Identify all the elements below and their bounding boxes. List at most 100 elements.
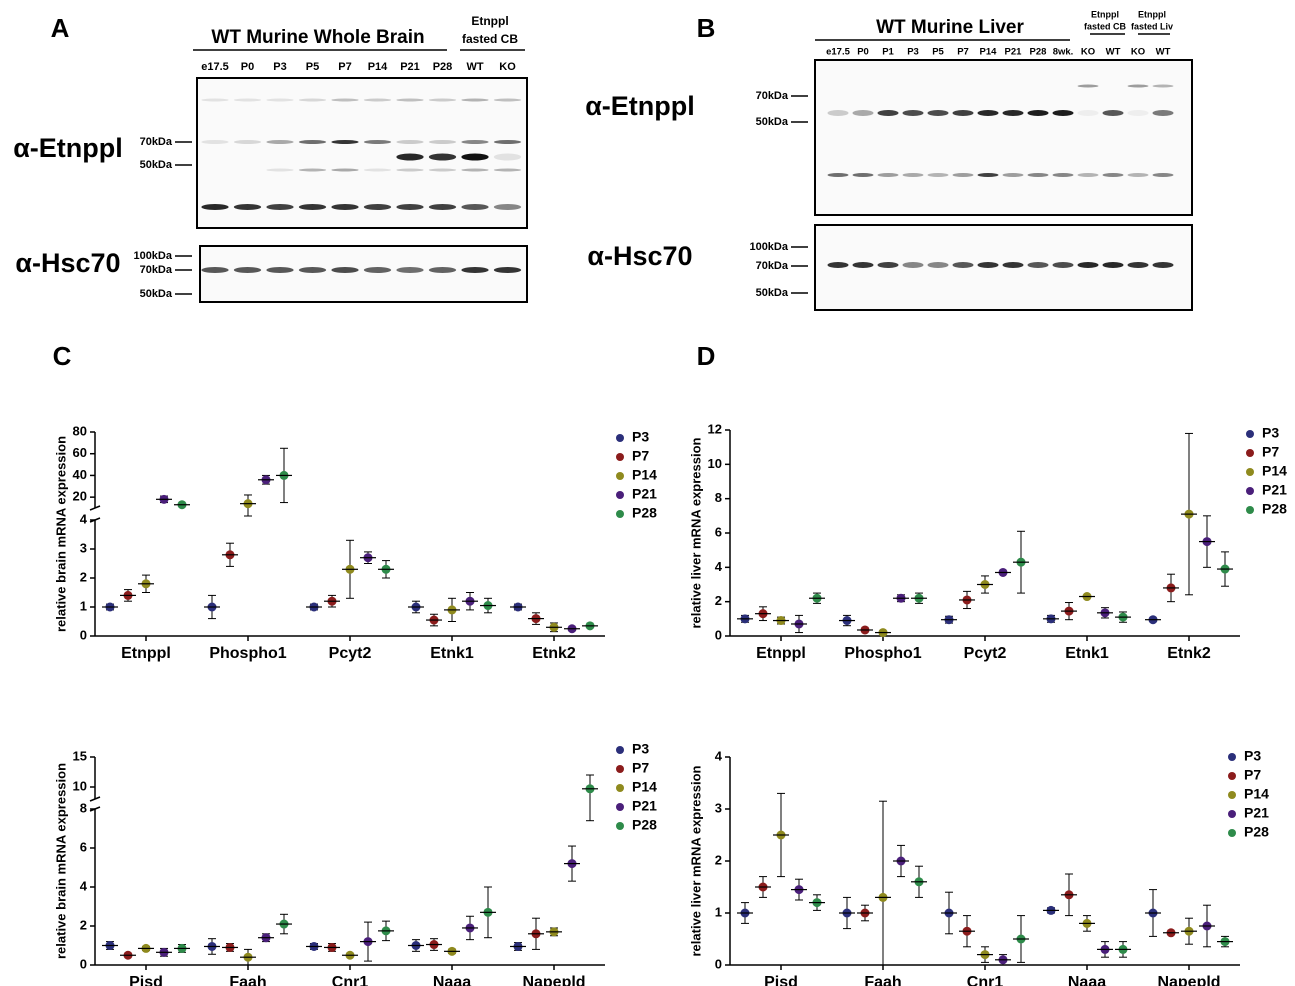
legend-label: P28 [632, 817, 657, 833]
control-label: fasted CB [462, 32, 518, 46]
x-tick-label: Naaa [433, 974, 471, 986]
legend-swatch [616, 765, 624, 773]
blot-band [461, 98, 489, 102]
blot-band [1077, 173, 1099, 177]
legend-label: P28 [1244, 824, 1269, 840]
blot-band [902, 262, 924, 268]
legend-swatch [616, 491, 624, 499]
lane-label: P7 [957, 47, 969, 58]
blot-band [461, 267, 489, 273]
y-tick-label: 8 [715, 490, 722, 505]
legend-label: P21 [632, 486, 657, 502]
x-tick-label: Cnr1 [332, 974, 369, 986]
y-tick-label: 3 [715, 800, 722, 815]
blot-band [428, 168, 457, 172]
y-axis-label: relative brain mRNA expression [53, 436, 68, 632]
legend-swatch [616, 784, 624, 792]
x-tick-label: Pisd [764, 974, 798, 986]
x-tick-label: Etnk2 [1167, 645, 1211, 662]
blot-band [331, 168, 359, 172]
marker-label: 70kDa [756, 260, 789, 272]
panel-letter: D [697, 341, 716, 371]
x-tick-label: Phospho1 [844, 645, 921, 662]
legend-label: P21 [1262, 482, 1287, 498]
y-tick-label: 40 [73, 467, 87, 482]
blot-band [331, 204, 359, 210]
marker-label: 70kDa [756, 90, 789, 102]
blot-band [1002, 110, 1024, 116]
lane-label: P14 [368, 61, 388, 73]
blot-band [1077, 84, 1099, 88]
marker-label: 70kDa [140, 136, 173, 148]
blot-membrane [199, 245, 528, 303]
blot-band [298, 204, 327, 210]
legend-label: P14 [632, 779, 657, 795]
blot-band [1152, 173, 1174, 177]
y-tick-label: 12 [708, 421, 722, 436]
blot-band [927, 173, 949, 177]
legend-label: P3 [1244, 748, 1261, 764]
axis-break [89, 796, 101, 802]
blot-band [827, 262, 849, 268]
x-tick-label: Etnppl [121, 645, 171, 662]
blot-band [877, 173, 899, 177]
blot-band [396, 204, 424, 210]
lane-label: e17.5 [201, 61, 229, 73]
blot-band [233, 267, 262, 273]
y-tick-label: 4 [80, 511, 88, 526]
y-tick-label: 4 [80, 878, 88, 893]
blot-band [363, 168, 392, 172]
y-tick-label: 0 [80, 956, 87, 971]
control-label: Etnppl [1091, 9, 1119, 19]
blot-band [1102, 173, 1124, 177]
blot-band [331, 267, 359, 273]
x-tick-label: Cnr1 [967, 974, 1004, 986]
blot-membrane [814, 224, 1193, 311]
lane-label: 8wk. [1053, 47, 1074, 58]
x-tick-label: Napepld [1157, 974, 1220, 986]
blot-band [428, 204, 457, 210]
lane-label: P14 [980, 47, 998, 58]
legend-label: P21 [1244, 805, 1269, 821]
blot-band [1052, 110, 1074, 116]
blot-band [461, 204, 489, 210]
blot-band [927, 262, 949, 268]
blot-band [266, 267, 294, 273]
y-tick-label: 6 [80, 839, 87, 854]
legend-label: P7 [632, 448, 649, 464]
blot-band [201, 140, 229, 144]
x-tick-label: Pcyt2 [329, 645, 372, 662]
blot-band [1027, 173, 1049, 177]
blot-band [977, 110, 999, 116]
legend-swatch [616, 434, 624, 442]
legend-swatch [1228, 810, 1236, 818]
antibody-label: α-Hsc70 [587, 241, 692, 271]
lane-label: P21 [400, 61, 420, 73]
blot-band [396, 98, 424, 102]
legend-swatch [1246, 468, 1254, 476]
legend-swatch [616, 746, 624, 754]
marker-label: 50kDa [756, 116, 789, 128]
legend-label: P7 [1262, 444, 1279, 460]
y-axis-label: relative liver mRNA expression [688, 437, 703, 628]
blot-band [461, 140, 489, 144]
blot-band [428, 140, 457, 144]
blot-band [461, 168, 489, 172]
legend-swatch [616, 822, 624, 830]
lane-label: WT [466, 61, 483, 73]
blot-band [827, 110, 849, 116]
blot-band [396, 168, 424, 172]
legend-swatch [1228, 772, 1236, 780]
blot-group-label: WT Murine Whole Brain [211, 27, 424, 48]
blot-band [977, 173, 999, 177]
blot-band [493, 168, 522, 172]
legend-label: P28 [632, 505, 657, 521]
blot-band [877, 110, 899, 116]
blot-band [877, 262, 899, 268]
x-tick-label: Naaa [1068, 974, 1106, 986]
legend-label: P7 [632, 760, 649, 776]
y-tick-label: 4 [715, 559, 723, 574]
blot-band [363, 98, 392, 102]
blot-band [1077, 262, 1099, 268]
